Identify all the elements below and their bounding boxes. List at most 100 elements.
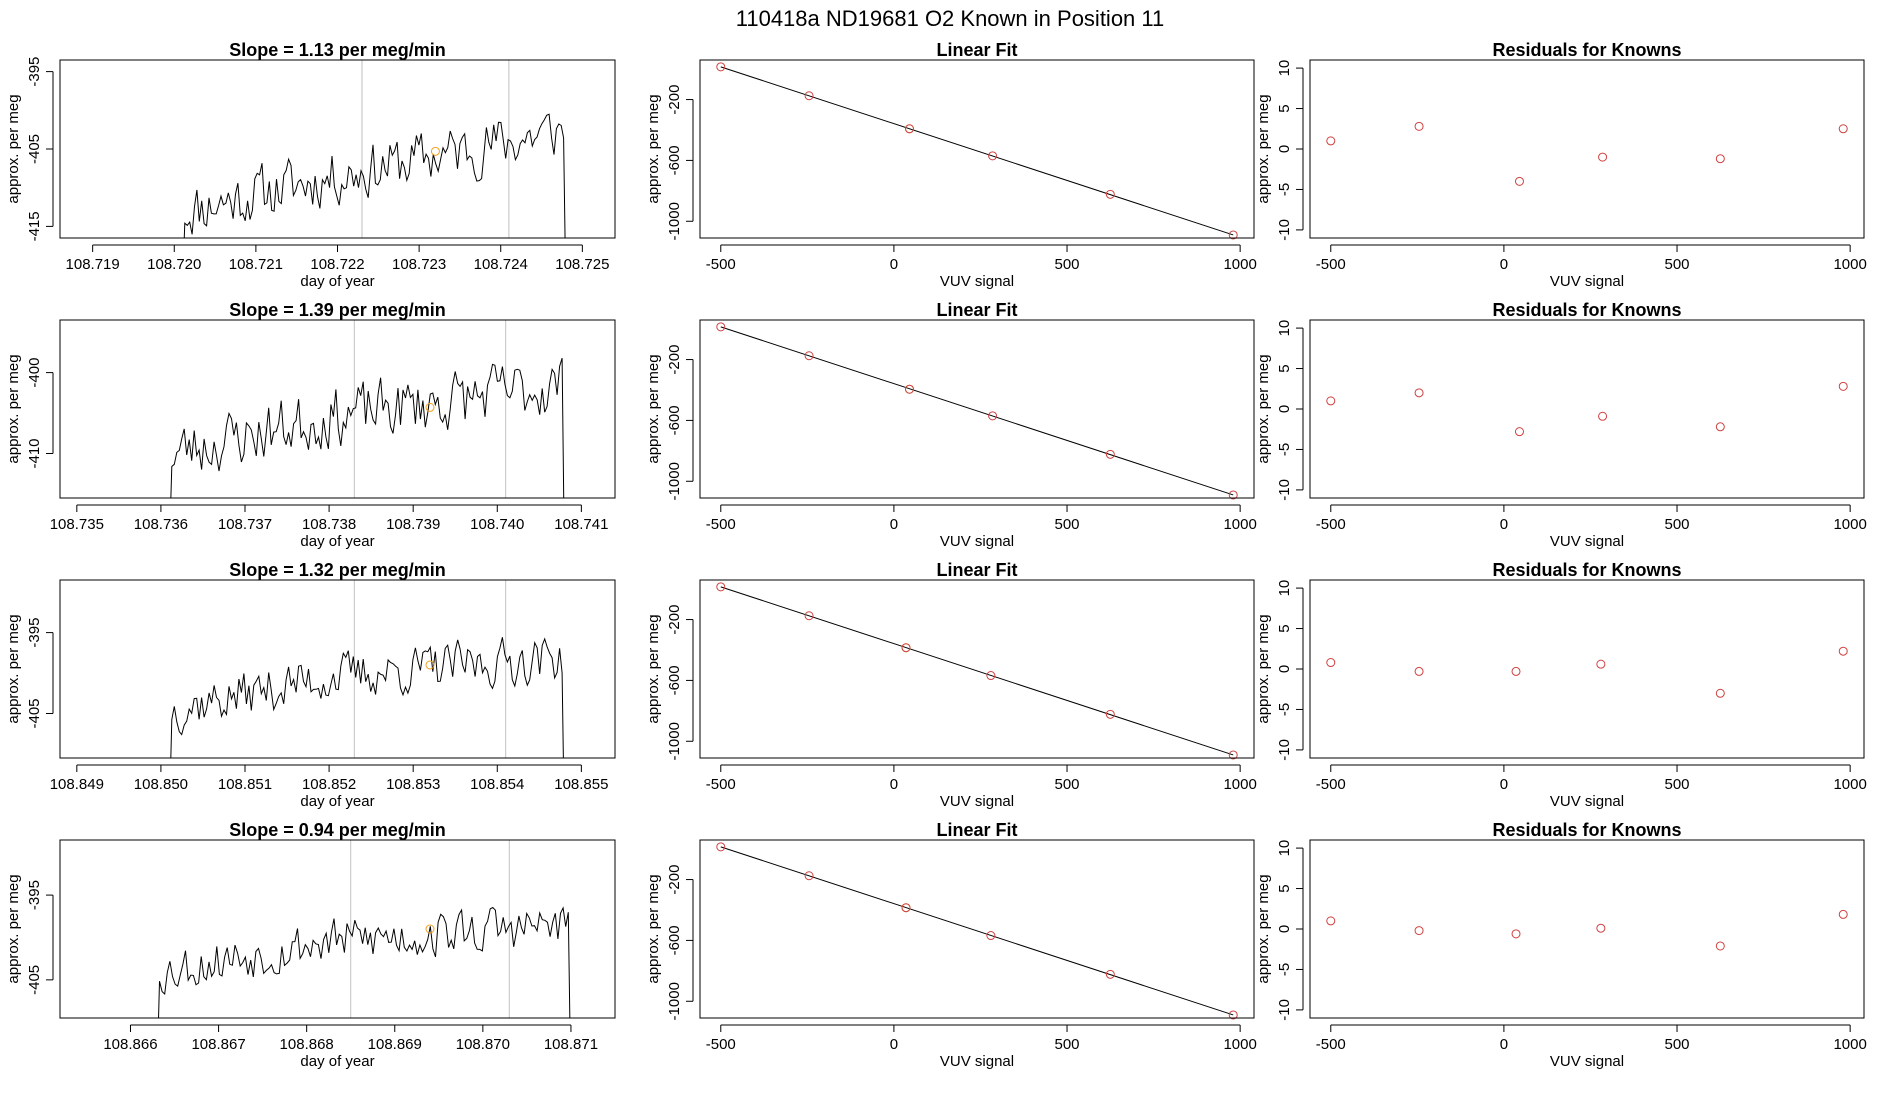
x-tick-label: 108.725 [555, 256, 609, 273]
x-tick-label: 0 [890, 516, 898, 533]
y-tick-label: -395 [26, 880, 43, 910]
x-tick-label: 108.850 [134, 776, 188, 793]
x-tick-label: -500 [706, 776, 736, 793]
data-point [1326, 396, 1336, 406]
panel-title: Residuals for Knowns [1492, 40, 1681, 60]
data-point [716, 62, 726, 72]
data-point [1514, 176, 1524, 186]
data-point [1326, 136, 1336, 146]
x-tick-label: 1000 [1223, 776, 1256, 793]
x-tick-label: 500 [1055, 256, 1080, 273]
data-point [1414, 121, 1424, 131]
x-tick-label: 1000 [1223, 516, 1256, 533]
data-point [1511, 929, 1521, 939]
y-tick-label: -10 [1276, 739, 1293, 761]
chart-panel: Linear Fit -500 0 500 1000 -200 -600 -1000 VUV s… [645, 820, 1257, 1070]
x-tick-label: 108.737 [218, 516, 272, 533]
series-trace [158, 906, 571, 1018]
y-tick-label: -5 [1276, 703, 1293, 716]
data-point [1228, 750, 1238, 760]
x-tick-label: 108.736 [134, 516, 188, 533]
x-tick-label: 108.724 [474, 256, 528, 273]
x-tick-label: 1000 [1833, 1036, 1866, 1053]
y-tick-label: -1000 [666, 202, 683, 240]
data-point [986, 931, 996, 941]
data-point [1414, 666, 1424, 676]
x-tick-label: 108.867 [191, 1036, 245, 1053]
x-tick-label: 500 [1055, 776, 1080, 793]
x-tick-label: -500 [1316, 1036, 1346, 1053]
x-tick-label: 500 [1665, 516, 1690, 533]
series-trace [170, 357, 565, 498]
y-tick-label: -1000 [666, 722, 683, 760]
y-tick-label: -1000 [666, 982, 683, 1020]
data-point [1228, 1010, 1238, 1020]
y-axis-label: approx. per meg [5, 874, 22, 983]
data-point [804, 91, 814, 101]
y-tick-label: -600 [666, 665, 683, 695]
x-tick-label: 108.868 [280, 1036, 334, 1053]
x-tick-label: 108.719 [66, 256, 120, 273]
x-tick-label: 108.723 [392, 256, 446, 273]
x-tick-label: 500 [1665, 256, 1690, 273]
figure-title: 110418a ND19681 O2 Known in Position 11 [736, 6, 1164, 31]
data-point [1598, 152, 1608, 162]
y-tick-label: -5 [1276, 183, 1293, 196]
data-point [1715, 688, 1725, 698]
y-tick-label: 5 [1276, 624, 1293, 632]
x-axis-label: VUV signal [940, 1053, 1014, 1070]
y-tick-label: -405 [26, 965, 43, 995]
data-point [1105, 969, 1115, 979]
x-axis-label: day of year [300, 1053, 374, 1070]
y-tick-label: -5 [1276, 443, 1293, 456]
y-axis-label: approx. per meg [645, 354, 662, 463]
x-tick-label: 108.722 [310, 256, 364, 273]
chart-panel: Residuals for Knowns -500 0 500 1000 10 5 0 -5 -1… [1255, 300, 1867, 550]
y-tick-label: 0 [1276, 405, 1293, 413]
x-tick-label: 500 [1055, 516, 1080, 533]
y-axis-label: approx. per meg [5, 354, 22, 463]
data-point [716, 322, 726, 332]
marker-point [430, 146, 440, 156]
y-tick-label: -200 [666, 865, 683, 895]
chart-panel: Residuals for Knowns -500 0 500 1000 10 5 0 -5 -1… [1255, 560, 1867, 810]
x-axis-label: day of year [300, 533, 374, 550]
y-tick-label: -10 [1276, 219, 1293, 241]
y-tick-label: -395 [26, 57, 43, 87]
x-axis-label: VUV signal [940, 533, 1014, 550]
x-tick-label: 1000 [1833, 516, 1866, 533]
x-tick-label: 0 [1500, 1036, 1508, 1053]
y-axis-label: approx. per meg [1255, 354, 1272, 463]
x-tick-label: 108.851 [218, 776, 272, 793]
x-tick-label: 0 [1500, 776, 1508, 793]
x-tick-label: 0 [1500, 516, 1508, 533]
x-axis-label: day of year [300, 273, 374, 290]
panel-title: Residuals for Knowns [1492, 560, 1681, 580]
plot-frame [1309, 839, 1865, 1019]
y-axis-label: approx. per meg [645, 874, 662, 983]
x-tick-label: 108.870 [456, 1036, 510, 1053]
chart-panel: Slope = 0.94 per meg/min 108.866 108.867 10… [5, 820, 616, 1070]
data-point [1838, 381, 1848, 391]
data-point [904, 384, 914, 394]
data-point [1715, 941, 1725, 951]
chart-panel: Slope = 1.32 per meg/min 108.849 108.850 10… [5, 560, 616, 810]
panel-grid: Slope = 1.13 per meg/min 108.719 108.720 10… [5, 40, 1867, 1070]
x-tick-label: 0 [890, 256, 898, 273]
x-axis-label: VUV signal [940, 273, 1014, 290]
data-point [1715, 422, 1725, 432]
chart-panel: Slope = 1.39 per meg/min 108.735 108.736 10… [5, 300, 616, 550]
data-point [1414, 388, 1424, 398]
x-tick-label: -500 [1316, 256, 1346, 273]
data-point [804, 871, 814, 881]
x-tick-label: 500 [1055, 1036, 1080, 1053]
fit-line [720, 586, 1234, 756]
y-axis-label: approx. per meg [645, 614, 662, 723]
y-tick-label: 5 [1276, 884, 1293, 892]
y-tick-label: -600 [666, 405, 683, 435]
x-axis-label: VUV signal [1550, 1053, 1624, 1070]
plot-frame [1309, 59, 1865, 239]
x-axis-label: VUV signal [1550, 273, 1624, 290]
data-point [1414, 926, 1424, 936]
data-point [1514, 427, 1524, 437]
